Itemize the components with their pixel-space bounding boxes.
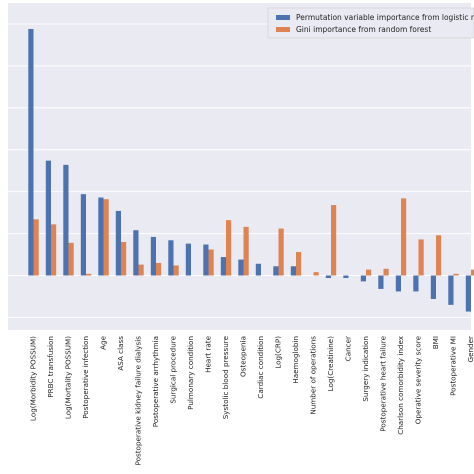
x-tick-label-5: ASA class bbox=[116, 336, 125, 371]
x-tick-label-0: Log(Morbidity POSSUM) bbox=[29, 336, 38, 421]
bar-gini-17 bbox=[331, 205, 337, 276]
legend-label-gini: Gini importance from random forest bbox=[296, 25, 431, 34]
bar-permutation-19 bbox=[360, 275, 366, 282]
x-tick-label-15: Haemoglobin bbox=[291, 336, 300, 384]
bar-gini-8 bbox=[173, 265, 179, 276]
bar-permutation-21 bbox=[395, 275, 401, 292]
bar-gini-6 bbox=[138, 264, 144, 276]
legend-swatch-permutation bbox=[276, 15, 290, 20]
x-tick-label-9: Pulmonary condition bbox=[186, 336, 195, 410]
x-tick-label-18: Cancer bbox=[344, 336, 353, 361]
bar-gini-7 bbox=[156, 262, 162, 276]
bar-gini-12 bbox=[243, 226, 249, 276]
bar-permutation-17 bbox=[325, 275, 331, 279]
bars bbox=[28, 28, 474, 312]
legend-swatch-gini bbox=[276, 27, 290, 32]
bar-permutation-13 bbox=[255, 263, 261, 276]
x-tick-label-16: Number of operations bbox=[309, 336, 318, 415]
legend-box bbox=[267, 7, 474, 39]
bar-gini-14 bbox=[278, 228, 284, 276]
x-tick-label-3: Postoperative infection bbox=[81, 336, 90, 419]
x-tick-label-8: Surgical procedure bbox=[169, 335, 178, 403]
bar-permutation-4 bbox=[98, 197, 104, 276]
x-tick-label-7: Postoperative arrhythmia bbox=[151, 336, 160, 427]
x-tick-label-12: Osteopenia bbox=[239, 336, 248, 377]
bar-gini-10 bbox=[208, 249, 214, 276]
bar-permutation-9 bbox=[185, 243, 191, 276]
bar-permutation-24 bbox=[448, 275, 454, 305]
bar-gini-16 bbox=[313, 272, 319, 276]
x-tick-label-14: Log(CRP) bbox=[274, 336, 283, 369]
bar-permutation-11 bbox=[220, 257, 226, 276]
x-tick-label-2: Log(Mortality POSSUM) bbox=[64, 336, 73, 419]
bar-permutation-20 bbox=[378, 275, 384, 289]
bar-permutation-10 bbox=[203, 244, 209, 276]
bar-permutation-18 bbox=[343, 275, 349, 279]
bar-gini-1 bbox=[51, 224, 57, 276]
x-tick-label-21: Charlson comorbidity index bbox=[396, 335, 405, 435]
x-tick-label-20: Postoperative heart failure bbox=[379, 335, 388, 431]
x-tick-labels: Log(Morbidity POSSUM) PRBC transfusion Log… bbox=[29, 335, 474, 465]
bar-gini-20 bbox=[383, 268, 389, 276]
bar-permutation-0 bbox=[28, 28, 34, 276]
x-tick-label-11: Systolic blood pressure bbox=[221, 335, 230, 419]
x-tick-label-25: Gender bbox=[466, 336, 474, 363]
bar-permutation-5 bbox=[115, 210, 121, 276]
bar-permutation-22 bbox=[413, 275, 419, 292]
x-tick-label-1: PRBC transfusion bbox=[46, 336, 55, 398]
bar-permutation-15 bbox=[290, 266, 296, 276]
bar-permutation-2 bbox=[63, 164, 69, 276]
bar-gini-3 bbox=[86, 273, 92, 276]
bar-permutation-14 bbox=[273, 266, 279, 276]
x-tick-label-6: Postoperative kidney failure dialysis bbox=[134, 336, 143, 466]
bar-gini-4 bbox=[103, 199, 109, 276]
x-tick-label-13: Cardiac condition bbox=[256, 336, 265, 399]
legend-label-permutation: Permutation variable importance from log… bbox=[296, 13, 474, 22]
bar-permutation-7 bbox=[150, 236, 156, 276]
bar-gini-23 bbox=[436, 235, 442, 276]
bar-gini-2 bbox=[68, 242, 74, 276]
x-tick-label-17: Log(Creatinine) bbox=[326, 336, 335, 392]
bar-gini-24 bbox=[453, 273, 459, 276]
x-tick-label-23: BMI bbox=[431, 336, 440, 349]
bar-gini-0 bbox=[33, 219, 39, 276]
legend: Permutation variable importance from log… bbox=[267, 7, 474, 39]
x-tick-label-10: Heart rate bbox=[204, 335, 213, 372]
x-tick-label-4: Age bbox=[99, 335, 108, 349]
bar-gini-11 bbox=[226, 220, 232, 276]
bar-permutation-1 bbox=[45, 160, 51, 276]
bar-permutation-8 bbox=[168, 240, 174, 276]
x-tick-label-22: Operative severity score bbox=[414, 335, 423, 424]
bar-permutation-3 bbox=[80, 194, 86, 276]
bar-gini-19 bbox=[366, 269, 372, 276]
bar-permutation-25 bbox=[465, 275, 471, 312]
plot-background bbox=[8, 3, 471, 330]
bar-gini-25 bbox=[471, 269, 474, 276]
bar-gini-22 bbox=[418, 239, 424, 276]
bar-permutation-6 bbox=[133, 230, 139, 276]
bar-gini-21 bbox=[401, 198, 407, 276]
bar-gini-15 bbox=[296, 252, 302, 276]
bar-gini-5 bbox=[121, 241, 127, 276]
x-tick-label-24: Postoperative MI bbox=[449, 336, 458, 396]
bar-permutation-23 bbox=[430, 275, 436, 299]
bar-permutation-12 bbox=[238, 259, 244, 276]
x-tick-label-19: Surgery indication bbox=[361, 336, 370, 402]
